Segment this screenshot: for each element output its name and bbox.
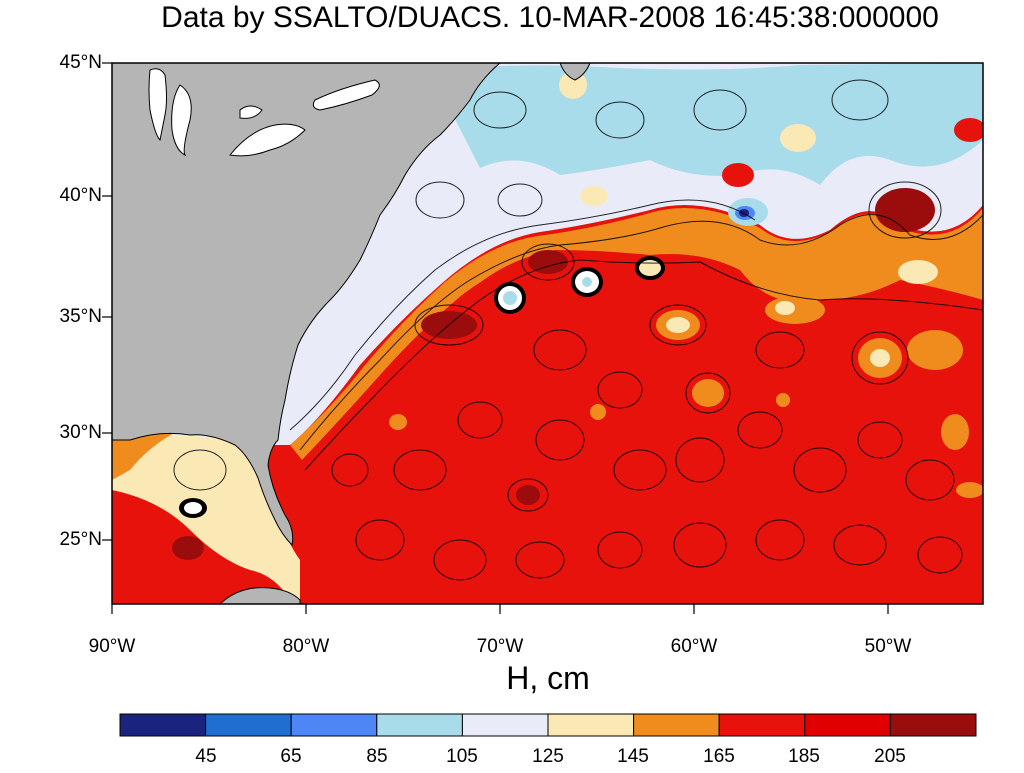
great-lakes bbox=[148, 68, 380, 157]
colorbar-swatch bbox=[119, 713, 207, 737]
nova-scotia-land bbox=[559, 63, 591, 81]
colorbar-swatch bbox=[718, 713, 806, 737]
colorbar-swatch bbox=[889, 713, 977, 737]
map-title: Data by SSALTO/DUACS. 10-MAR-2008 16:45:… bbox=[161, 1, 939, 34]
lon-label-90w: 90°W bbox=[88, 636, 136, 657]
lat-label-40n: 40°N bbox=[59, 185, 102, 206]
colorbar bbox=[119, 713, 977, 737]
colorbar-tick-125: 125 bbox=[532, 746, 564, 767]
lon-label-50w: 50°W bbox=[864, 636, 912, 657]
axis-unit-label: H, cm bbox=[506, 660, 590, 696]
colorbar-swatch bbox=[547, 713, 635, 737]
colorbar-tick-185: 185 bbox=[788, 746, 820, 767]
north-america-land bbox=[112, 63, 501, 547]
colorbar-tick-85: 85 bbox=[366, 746, 388, 767]
front-band bbox=[290, 208, 983, 470]
colorbar-swatch bbox=[290, 713, 378, 737]
axis-ticks bbox=[102, 62, 889, 614]
streamlines bbox=[173, 79, 983, 581]
map-plot-area bbox=[112, 63, 983, 604]
lon-label-80w: 80°W bbox=[282, 636, 330, 657]
colorbar-swatch bbox=[461, 713, 549, 737]
colorbar-tick-205: 205 bbox=[874, 746, 906, 767]
map-frame bbox=[111, 62, 984, 605]
lon-label-60w: 60°W bbox=[670, 636, 718, 657]
lon-label-70w: 70°W bbox=[476, 636, 524, 657]
lat-label-30n: 30°N bbox=[59, 422, 102, 443]
colorbar-swatch bbox=[633, 713, 720, 737]
cuba-land bbox=[219, 587, 301, 604]
lat-label-35n: 35°N bbox=[59, 306, 102, 327]
eddies bbox=[172, 71, 983, 560]
colorbar-swatch bbox=[804, 713, 891, 737]
colorbar-tick-45: 45 bbox=[195, 746, 217, 767]
colorbar-tick-165: 165 bbox=[703, 746, 735, 767]
colorbar-swatch bbox=[376, 713, 463, 737]
gulf-front bbox=[112, 430, 180, 480]
colorbar-tick-145: 145 bbox=[617, 746, 649, 767]
colorbar-tick-65: 65 bbox=[280, 746, 302, 767]
lat-label-45n: 45°N bbox=[59, 52, 102, 73]
colorbar-swatch bbox=[205, 713, 292, 737]
colorbar-tick-105: 105 bbox=[446, 746, 478, 767]
lat-label-25n: 25°N bbox=[59, 529, 102, 550]
